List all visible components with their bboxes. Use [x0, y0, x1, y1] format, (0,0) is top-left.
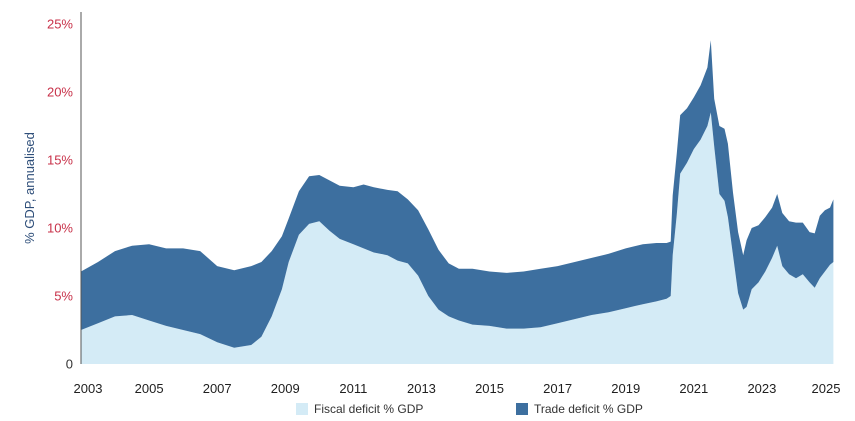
area-fiscal-deficit: [81, 112, 834, 365]
legend-item-fiscal: Fiscal deficit % GDP: [296, 402, 423, 416]
y-axis-ticks: 0 5% 10% 15% 20% 25%: [47, 17, 73, 372]
x-tick-label: 2025: [812, 381, 841, 396]
y-axis-label: % GDP, annualised: [22, 132, 37, 244]
x-tick-label: 2007: [203, 381, 232, 396]
area-trade-deficit: [81, 40, 834, 348]
legend-swatch-fiscal: [296, 403, 308, 415]
x-tick-label: 2017: [543, 381, 572, 396]
stacked-area-chart: 0 5% 10% 15% 20% 25% 2003 2005 2007 2009 2011 2013…: [22, 12, 841, 396]
x-tick-label: 2011: [339, 381, 367, 396]
y-tick-label: 0: [66, 357, 73, 372]
x-axis-ticks: 2003 2005 2007 2009 2011 2013 2015 2017 2019 2021…: [74, 381, 841, 396]
x-tick-label: 2009: [271, 381, 300, 396]
x-tick-label: 2005: [135, 381, 164, 396]
x-tick-label: 2013: [407, 381, 436, 396]
legend-swatch-trade: [516, 403, 528, 415]
x-tick-label: 2021: [679, 381, 708, 396]
y-tick-label: 15%: [47, 153, 73, 168]
x-tick-label: 2023: [747, 381, 776, 396]
legend-label-trade: Trade deficit % GDP: [534, 402, 643, 416]
x-tick-label: 2015: [475, 381, 504, 396]
legend: Fiscal deficit % GDP Trade deficit % GDP: [0, 402, 855, 420]
chart-areas: [81, 40, 834, 365]
x-tick-label: 2003: [74, 381, 103, 396]
y-tick-label: 25%: [47, 17, 73, 32]
y-tick-label: 5%: [54, 289, 73, 304]
y-tick-label: 20%: [47, 85, 73, 100]
legend-item-trade: Trade deficit % GDP: [516, 402, 643, 416]
x-tick-label: 2019: [611, 381, 640, 396]
legend-label-fiscal: Fiscal deficit % GDP: [314, 402, 424, 416]
y-tick-label: 10%: [47, 221, 73, 236]
